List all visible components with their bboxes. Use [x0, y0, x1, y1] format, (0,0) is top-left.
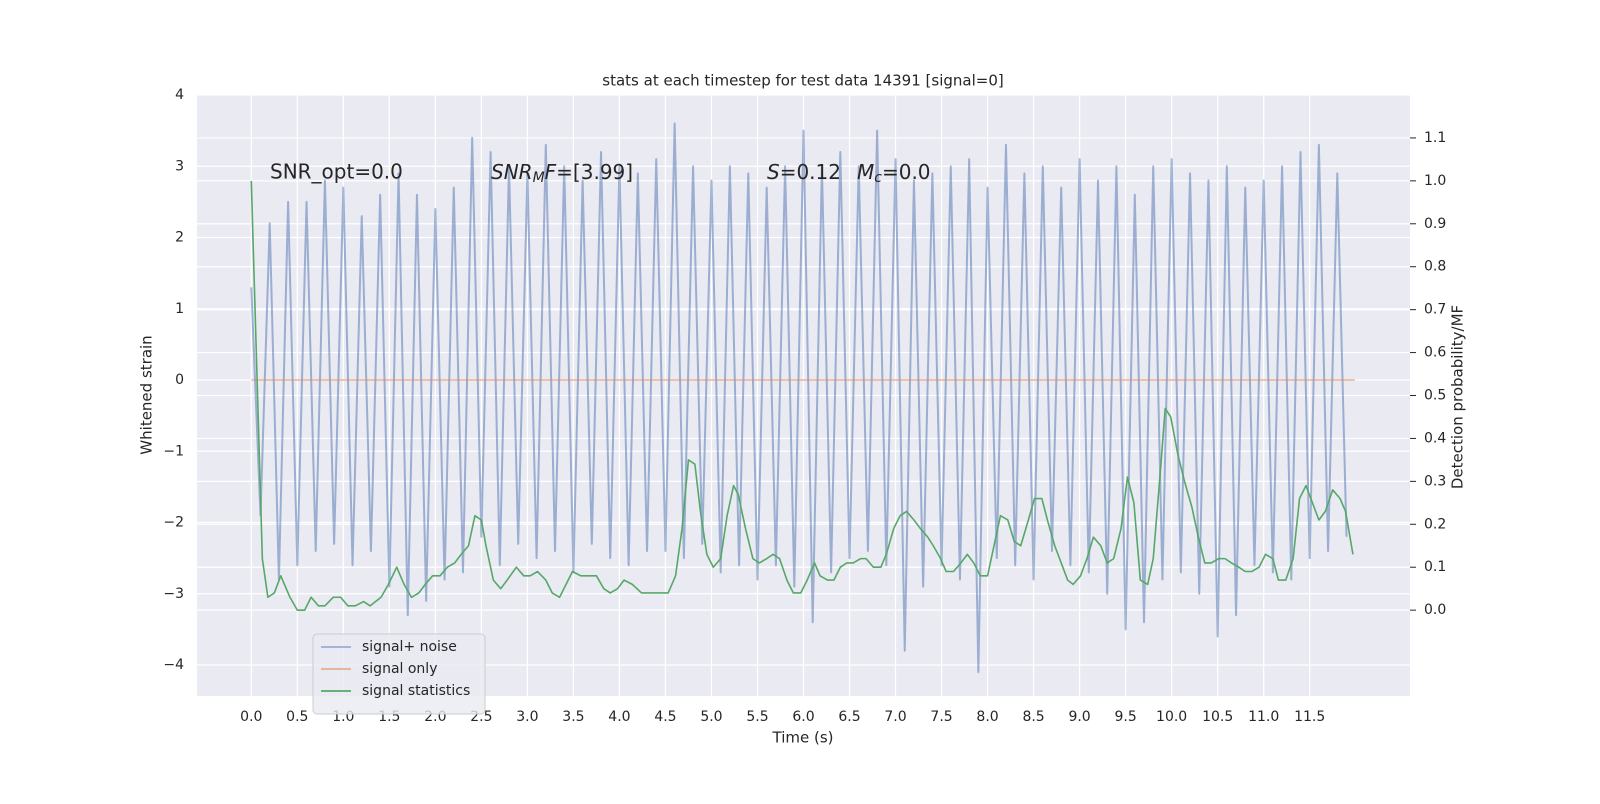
x-tick-label: 10.5	[1202, 709, 1233, 725]
y2-tick-label: 1.0	[1424, 173, 1446, 189]
x-tick-label: 10.0	[1156, 709, 1187, 725]
y2-tick-label: 0.3	[1424, 473, 1446, 489]
y-tick-label: 3	[175, 158, 184, 174]
y2-tick-label: 0.8	[1424, 259, 1446, 275]
x-tick-label: 9.5	[1114, 709, 1136, 725]
legend: signal+ noise signal only signal statistic…	[312, 633, 486, 715]
y2-tick-label: 0.1	[1424, 559, 1446, 575]
x-tick-label: 6.5	[838, 709, 860, 725]
series-line	[250, 122, 1348, 674]
x-tick-label: 11.5	[1294, 709, 1325, 725]
x-tick-label: 4.5	[654, 709, 676, 725]
series-line	[250, 180, 1354, 611]
y2-tick-label: 0.0	[1424, 602, 1446, 618]
annotation-part: c	[874, 170, 882, 186]
x-tick-label: 11.0	[1248, 709, 1279, 725]
y-tick-label: 1	[175, 301, 184, 317]
annotation-part: M	[533, 170, 545, 186]
y2-tick-label: 0.7	[1424, 302, 1446, 318]
legend-label: signal statistics	[362, 683, 470, 699]
legend-label: signal+ noise	[362, 639, 457, 655]
y2-tick-label: 0.2	[1424, 516, 1446, 532]
x-axis-label: Time (s)	[772, 729, 834, 747]
y2-tick-label: 0.9	[1424, 216, 1446, 232]
x-tick-label: 0.5	[286, 709, 308, 725]
x-tick-label: 5.5	[746, 709, 768, 725]
y-tick-label: 2	[175, 230, 184, 246]
x-tick-label: 3.5	[562, 709, 584, 725]
y-tick-label: 4	[175, 87, 184, 103]
y-tick-label: 0	[175, 372, 184, 388]
annotation-part: =0.12	[780, 160, 841, 184]
y2-tick-label: 0.5	[1424, 388, 1446, 404]
y-tick-label: −4	[163, 657, 184, 673]
x-tick-label: 0.0	[240, 709, 262, 725]
annotation: S=0.12 Mc=0.0	[767, 160, 931, 187]
y-axis-label: Whitened strain	[138, 335, 156, 454]
y-tick-label: −1	[163, 443, 184, 459]
annotation-part: =0.0	[882, 160, 931, 184]
x-tick-label: 8.0	[976, 709, 998, 725]
y2-tick-label: 0.6	[1424, 345, 1446, 361]
annotation: SNRMF=[3.99]	[491, 160, 633, 187]
annotation-part: M	[857, 160, 874, 184]
annotation-part: =[3.99]	[556, 160, 633, 184]
annotation-part: F	[545, 160, 557, 184]
chart-title: stats at each timestep for test data 143…	[602, 72, 1003, 90]
x-tick-label: 7.5	[930, 709, 952, 725]
x-tick-label: 9.0	[1068, 709, 1090, 725]
y-tick-label: −2	[163, 515, 184, 531]
x-tick-label: 6.0	[792, 709, 814, 725]
y-tick-label: −3	[163, 586, 184, 602]
x-tick-label: 4.0	[608, 709, 630, 725]
legend-label: signal only	[362, 661, 437, 677]
x-tick-label: 5.0	[700, 709, 722, 725]
annotation-part: SNR	[491, 160, 533, 184]
annotation-part: S	[767, 160, 780, 184]
y2-axis-label: Detection probability/MF	[1449, 305, 1467, 489]
x-tick-label: 8.5	[1022, 709, 1044, 725]
y2-tick-label: 0.4	[1424, 430, 1446, 446]
annotation: SNR_opt=0.0	[270, 160, 403, 184]
x-tick-label: 7.0	[884, 709, 906, 725]
legend-box	[312, 633, 486, 715]
x-tick-label: 3.0	[516, 709, 538, 725]
y2-tick-label: 1.1	[1424, 130, 1446, 146]
